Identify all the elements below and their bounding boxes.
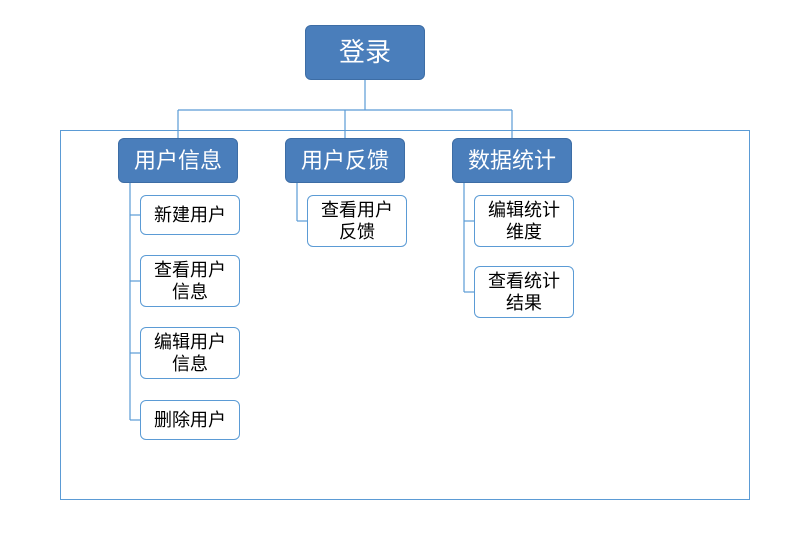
leaf-node-1-0: 查看用户反馈 <box>307 195 407 247</box>
leaf-node-0-1-label: 查看用户信息 <box>154 259 226 304</box>
leaf-node-0-0-label: 新建用户 <box>154 204 226 227</box>
category-node-0-label: 用户信息 <box>134 147 222 175</box>
category-node-2-label: 数据统计 <box>468 147 556 175</box>
category-node-1-label: 用户反馈 <box>301 147 389 175</box>
category-node-1: 用户反馈 <box>285 138 405 183</box>
leaf-node-2-1: 查看统计结果 <box>474 266 574 318</box>
leaf-node-0-3-label: 删除用户 <box>154 409 226 432</box>
leaf-node-2-0-label: 编辑统计维度 <box>488 199 560 244</box>
root-node: 登录 <box>305 25 425 80</box>
category-node-2: 数据统计 <box>452 138 572 183</box>
leaf-node-1-0-label: 查看用户反馈 <box>321 199 393 244</box>
category-node-0: 用户信息 <box>118 138 238 183</box>
leaf-node-0-1: 查看用户信息 <box>140 255 240 307</box>
leaf-node-2-1-label: 查看统计结果 <box>488 270 560 315</box>
leaf-node-0-2-label: 编辑用户信息 <box>154 331 226 376</box>
content-frame <box>60 130 750 500</box>
leaf-node-0-0: 新建用户 <box>140 195 240 235</box>
leaf-node-0-2: 编辑用户信息 <box>140 327 240 379</box>
leaf-node-2-0: 编辑统计维度 <box>474 195 574 247</box>
leaf-node-0-3: 删除用户 <box>140 400 240 440</box>
root-node-label: 登录 <box>339 36 391 69</box>
